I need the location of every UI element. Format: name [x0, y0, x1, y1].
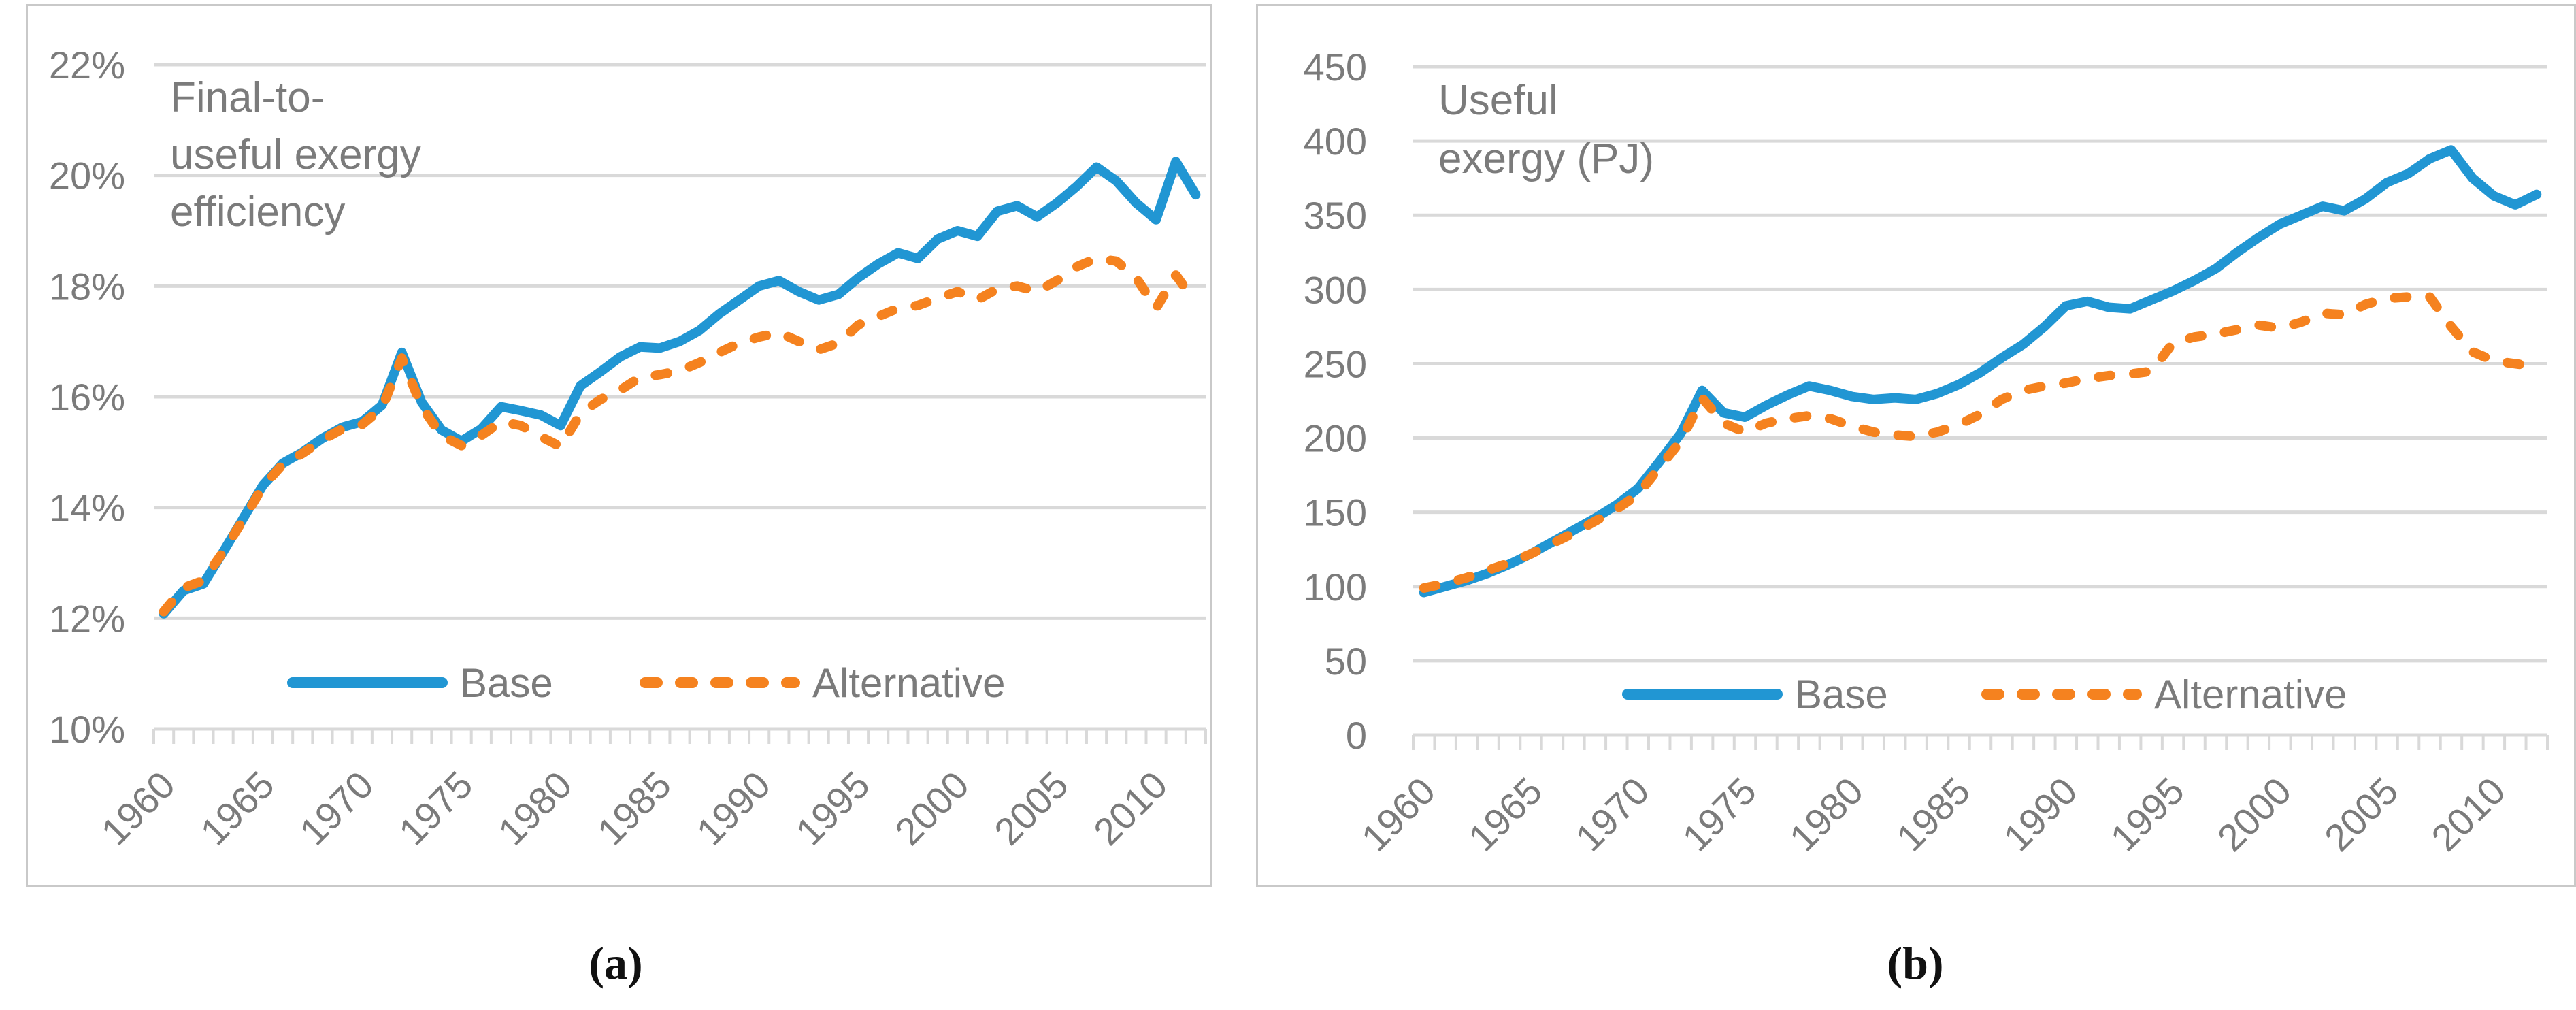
y-axis-tick-label: 22%: [49, 44, 125, 86]
y-axis-tick-label: 14%: [49, 487, 125, 530]
alternative-series-line: [159, 253, 1201, 617]
y-axis-tick-label: 0: [1346, 714, 1367, 757]
alternative-series-line: [1419, 292, 2542, 593]
y-axis-tick-label: 350: [1304, 194, 1367, 237]
y-axis-tick-label: 200: [1304, 417, 1367, 460]
y-axis-tick-label: 10%: [49, 708, 125, 751]
legend-alternative-label: Alternative: [812, 660, 1005, 706]
y-axis-tick-label: 150: [1304, 491, 1367, 534]
chart-a-canvas: 22%20%18%16%14%12%10%1960 1965 1970 1975 198…: [26, 4, 1212, 887]
chart-panel-b: 450 400 350 300 250 200 150 100 50 0 1960 1965 1970 1…: [1256, 4, 2576, 887]
legend-base-label: Base: [460, 660, 553, 706]
legend-alternative-label: Alternative: [2154, 672, 2347, 717]
legend-base-label: Base: [1795, 672, 1888, 717]
chart-title: Final-to-useful exergy efficiency: [170, 74, 421, 235]
caption-a: (a): [589, 937, 643, 989]
y-axis-tick-label: 300: [1304, 268, 1367, 311]
base-series-line: [1419, 145, 2542, 598]
y-axis-tick-label: 100: [1304, 566, 1367, 608]
y-axis-tick-label: 16%: [49, 376, 125, 419]
y-axis-tick-label: 450: [1304, 46, 1367, 88]
y-axis-tick-label: 50: [1325, 640, 1367, 683]
y-axis-tick-label: 400: [1304, 120, 1367, 163]
chart-title: Useful exergy (PJ): [1438, 77, 1654, 182]
y-axis-tick-label: 250: [1304, 342, 1367, 385]
y-axis-tick-label: 20%: [49, 154, 125, 197]
panel-border: [26, 4, 1212, 887]
chart-panel-a: 22% 20% 18% 16% 14% 12% 10% 1960 1965 1970 1975 198…: [26, 4, 1212, 887]
y-axis-tick-label: 18%: [49, 265, 125, 308]
caption-b: (b): [1887, 937, 1944, 989]
y-axis-tick-label: 12%: [49, 597, 125, 640]
